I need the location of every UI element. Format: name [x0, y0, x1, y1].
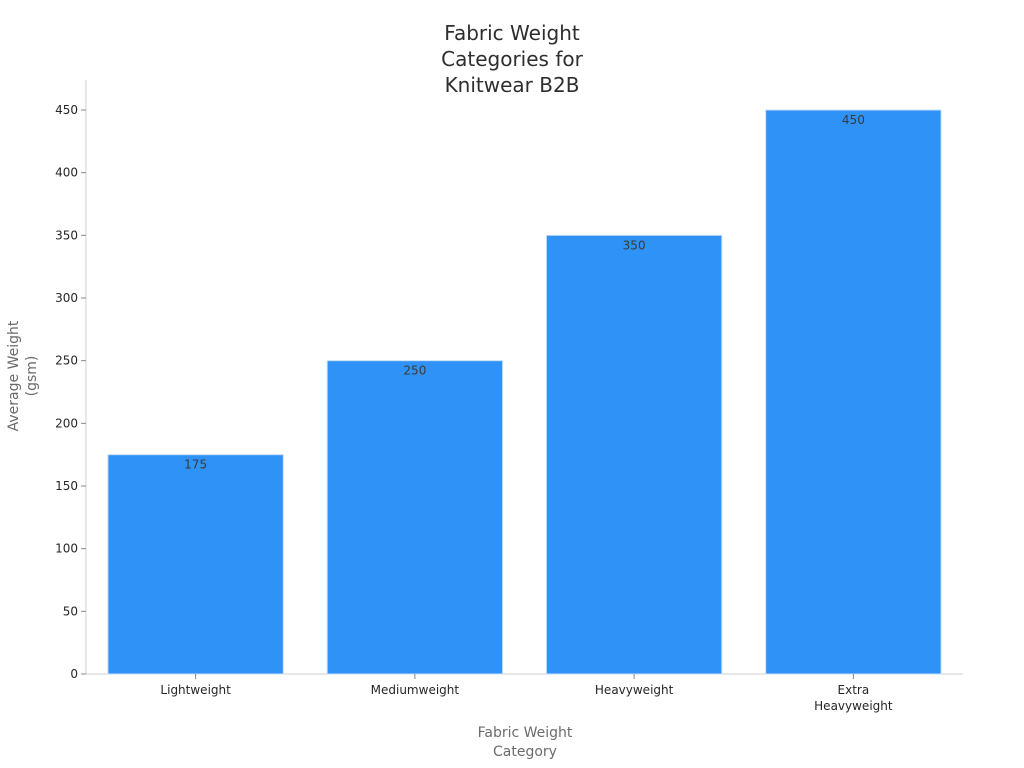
y-tick-label: 450: [55, 103, 78, 117]
y-axis-title-line: (gsm): [24, 356, 40, 397]
data-label: 175: [184, 458, 207, 472]
x-tick-label: Mediumweight: [371, 683, 460, 697]
data-label: 350: [623, 238, 646, 252]
chart-title-line: Categories for: [441, 47, 583, 71]
plot-area: 0 50 100 150 200 250 300 350 400 450 175 Lightweigh…: [55, 80, 963, 713]
y-tick-label: 400: [55, 166, 78, 180]
data-label: 250: [403, 364, 426, 378]
x-tick-label: Lightweight: [160, 683, 231, 697]
bar: [326, 360, 504, 675]
y-axis-title: Average Weight (gsm): [6, 320, 40, 431]
x-tick-label: Heavyweight: [595, 683, 674, 697]
x-axis-title-line: Category: [493, 744, 557, 760]
y-tick-label: 50: [63, 604, 78, 618]
chart-title-line: Fabric Weight: [444, 21, 580, 45]
y-tick-label: 150: [55, 479, 78, 493]
chart-title-line: Knitwear B2B: [445, 73, 580, 97]
y-tick-label: 200: [55, 416, 78, 430]
x-tick-label: Heavyweight: [814, 699, 893, 713]
y-axis-title-line: Average Weight: [6, 320, 22, 431]
bar: [765, 109, 942, 675]
x-tick-label: Extra: [838, 683, 870, 697]
x-axis-title: Fabric Weight Category: [478, 725, 573, 760]
y-tick-label: 100: [55, 542, 78, 556]
y-tick-label: 250: [55, 354, 78, 368]
bar: [545, 234, 723, 675]
bar: [107, 454, 284, 675]
y-tick-label: 350: [55, 228, 78, 242]
x-axis-title-line: Fabric Weight: [478, 725, 573, 741]
data-label: 450: [842, 113, 865, 127]
chart-title: Fabric Weight Categories for Knitwear B2…: [441, 21, 583, 97]
y-tick-label: 300: [55, 291, 78, 305]
y-tick-label: 0: [70, 667, 78, 681]
